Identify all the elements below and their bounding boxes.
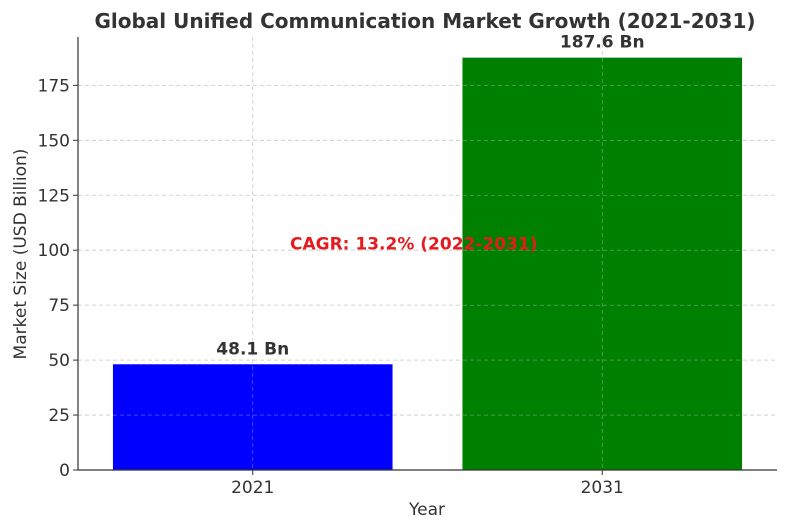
y-tick-label: 125 (38, 186, 70, 206)
y-axis-label: Market Size (USD Billion) (11, 149, 31, 360)
chart-title: Global Unified Communication Market Grow… (94, 9, 755, 33)
y-tick-label: 100 (38, 241, 70, 261)
y-tick-label: 25 (48, 406, 70, 426)
data-labels: 48.1 Bn 187.6 Bn (216, 33, 644, 360)
y-tick-label: 75 (48, 296, 70, 316)
x-tick-label: 2031 (581, 478, 624, 498)
y-tick-label: 150 (38, 131, 70, 151)
x-axis-label: Year (408, 500, 445, 520)
x-axis-ticks: 2021 2031 (231, 470, 624, 498)
x-tick-label: 2021 (231, 478, 274, 498)
y-tick-label: 175 (38, 76, 70, 96)
grid-lines-front (78, 37, 777, 470)
y-tick-label: 50 (48, 351, 70, 371)
data-label: 48.1 Bn (216, 339, 289, 359)
y-tick-label: 0 (59, 461, 70, 481)
y-axis-ticks: 0 25 50 75 100 125 150 175 (38, 76, 78, 481)
cagr-annotation: CAGR: 13.2% (2022-2031) (290, 235, 538, 255)
data-label: 187.6 Bn (560, 33, 645, 53)
bars (112, 57, 743, 470)
